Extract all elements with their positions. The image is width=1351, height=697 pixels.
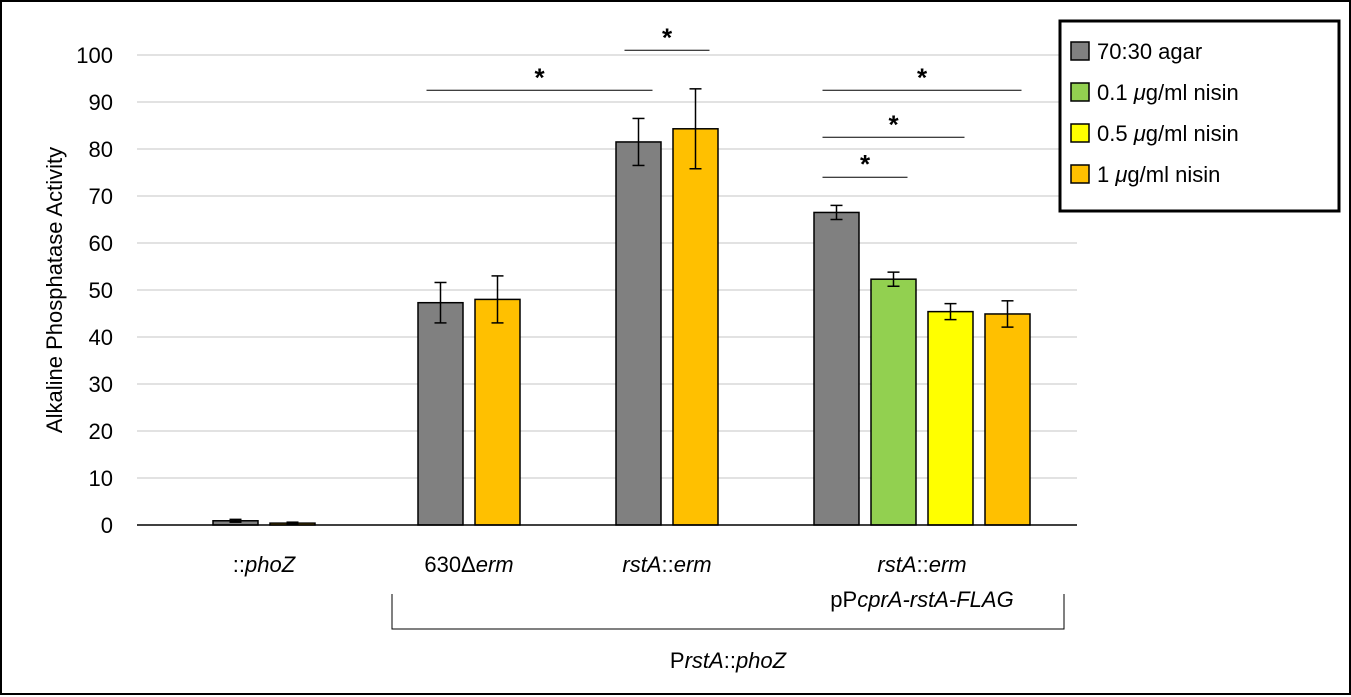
legend-label: 1 μg/ml nisin xyxy=(1097,162,1220,187)
legend-swatch xyxy=(1070,164,1090,184)
y-axis-label: Alkaline Phosphatase Activity xyxy=(42,147,67,433)
y-tick-label: 60 xyxy=(89,231,113,256)
y-tick-label: 20 xyxy=(89,419,113,444)
category-label: rstA::erm xyxy=(877,552,966,577)
bar xyxy=(417,301,464,526)
legend-box xyxy=(1058,19,1341,213)
significance-star: * xyxy=(917,62,928,92)
legend-label: 70:30 agar xyxy=(1097,39,1202,64)
category-label: rstA::erm xyxy=(622,552,711,577)
legend-swatch xyxy=(1070,82,1090,102)
bars xyxy=(212,128,1031,526)
bar xyxy=(870,278,917,526)
significance-star: * xyxy=(860,149,871,179)
y-tick-label: 30 xyxy=(89,372,113,397)
category-labels: ::phoZ 630Δerm rstA::erm rstA::ermpPcprA-rs… xyxy=(233,552,1065,673)
significance-star: * xyxy=(662,22,673,52)
bracket-label: PrstA::phoZ xyxy=(670,648,788,673)
significance-star: * xyxy=(534,62,545,92)
y-tick-label: 40 xyxy=(89,325,113,350)
bar xyxy=(984,313,1031,526)
bar xyxy=(813,211,860,526)
group-bracket xyxy=(391,594,1065,630)
bar xyxy=(474,298,521,526)
y-tick-label: 70 xyxy=(89,184,113,209)
legend-label: 0.5 μg/ml nisin xyxy=(1097,121,1239,146)
y-tick-label: 80 xyxy=(89,137,113,162)
bar xyxy=(927,310,974,526)
category-label: ::phoZ xyxy=(233,552,297,577)
error-bars xyxy=(229,88,1014,525)
category-label: 630Δerm xyxy=(424,552,513,577)
significance-markers: * * * * * xyxy=(426,22,1022,179)
bar xyxy=(615,141,662,526)
y-tick-label: 90 xyxy=(89,90,113,115)
category-label-line2: pPcprA-rstA-FLAG xyxy=(830,587,1013,612)
legend-swatch xyxy=(1070,41,1090,61)
y-tick-label: 50 xyxy=(89,278,113,303)
significance-star: * xyxy=(888,109,899,139)
y-axis: 0 10 20 30 40 50 60 70 80 90 100 Alkaline Phosphata… xyxy=(42,43,113,538)
legend-label: 0.1 μg/ml nisin xyxy=(1097,80,1239,105)
y-tick-label: 0 xyxy=(101,513,113,538)
legend-swatch xyxy=(1070,123,1090,143)
bar xyxy=(672,128,719,526)
y-tick-label: 100 xyxy=(76,43,113,68)
y-tick-label: 10 xyxy=(89,466,113,491)
legend: 70:30 agar 0.1 μg/ml nisin 0.5 μg/ml nisin… xyxy=(1058,19,1341,213)
gridlines xyxy=(137,54,1077,479)
